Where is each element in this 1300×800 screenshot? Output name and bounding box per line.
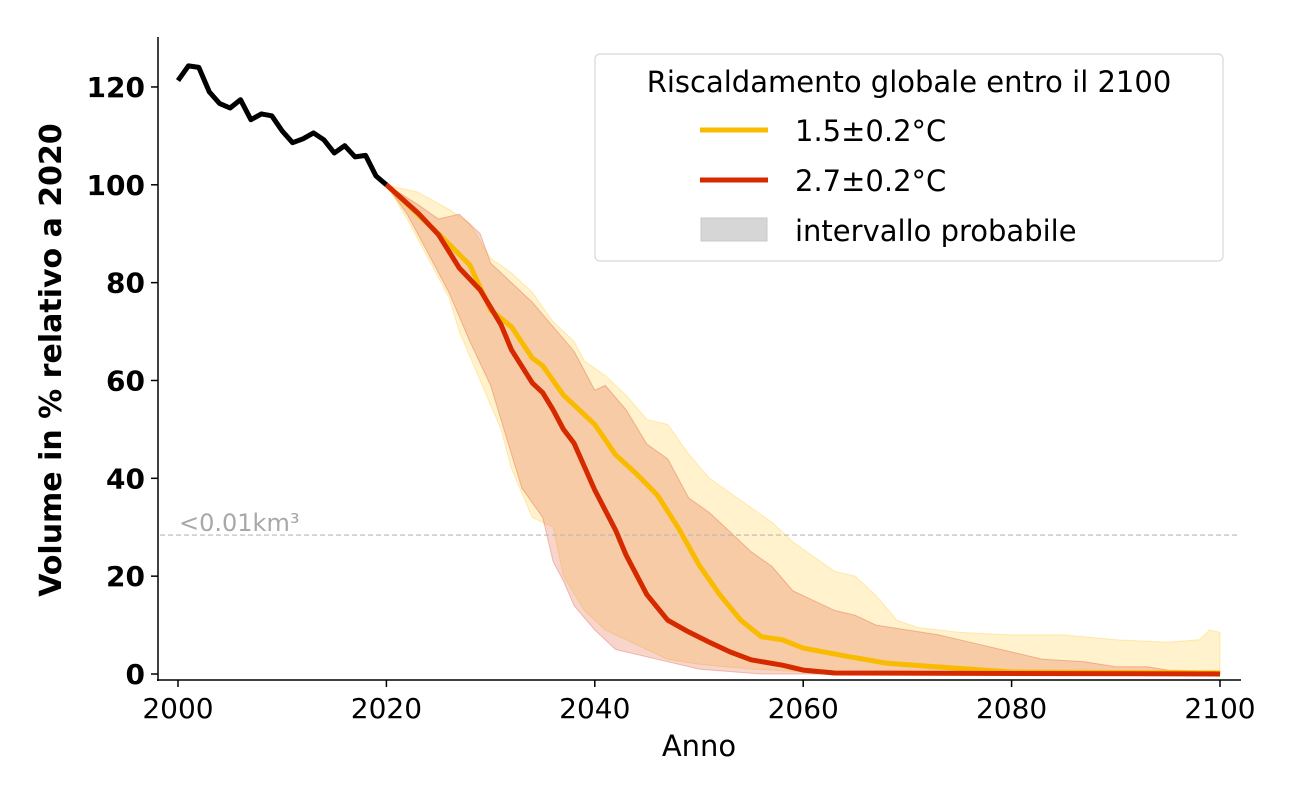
y-tick-label: 80 [106, 267, 145, 300]
legend-entry-2-7: 2.7±0.2°C [795, 164, 946, 198]
legend-entry-likely-range: intervallo probabile [795, 214, 1077, 248]
x-tick-label: 2020 [351, 692, 422, 725]
y-tick-label: 20 [106, 560, 145, 593]
y-tick-label: 100 [87, 169, 145, 202]
likely-range-band-1-5 [385, 184, 1221, 675]
x-tick-label: 2000 [142, 692, 213, 725]
median-line-2-7 [384, 182, 1221, 677]
legend-title: Riscaldamento globale entro il 2100 [647, 65, 1172, 99]
likely-range-bands [385, 184, 1221, 675]
x-tick-label: 2080 [976, 692, 1047, 725]
y-tick-label: 60 [106, 364, 145, 397]
y-tick-label: 0 [126, 658, 145, 691]
y-axis-label: Volume in % relativo a 2020 [34, 123, 69, 597]
legend-entry-1-5: 1.5±0.2°C [795, 114, 946, 148]
legend-swatch-likely-range [700, 217, 768, 242]
legend-frame [594, 53, 1224, 262]
x-tick-label: 2060 [768, 692, 839, 725]
median-line-1-5 [384, 182, 1221, 676]
y-tick-label: 120 [87, 71, 145, 104]
y-tick-label: 40 [106, 462, 145, 495]
x-axis-label: Anno [662, 729, 736, 763]
historic-line [175, 63, 389, 187]
series-lines [175, 63, 1221, 677]
x-tick-label: 2040 [559, 692, 630, 725]
legend: Riscaldamento globale entro il 2100 1.5±… [594, 53, 1224, 262]
x-tick-label: 2100 [1184, 692, 1255, 725]
threshold-label: <0.01km³ [179, 509, 299, 537]
likely-range-band-2-7 [385, 184, 1221, 675]
